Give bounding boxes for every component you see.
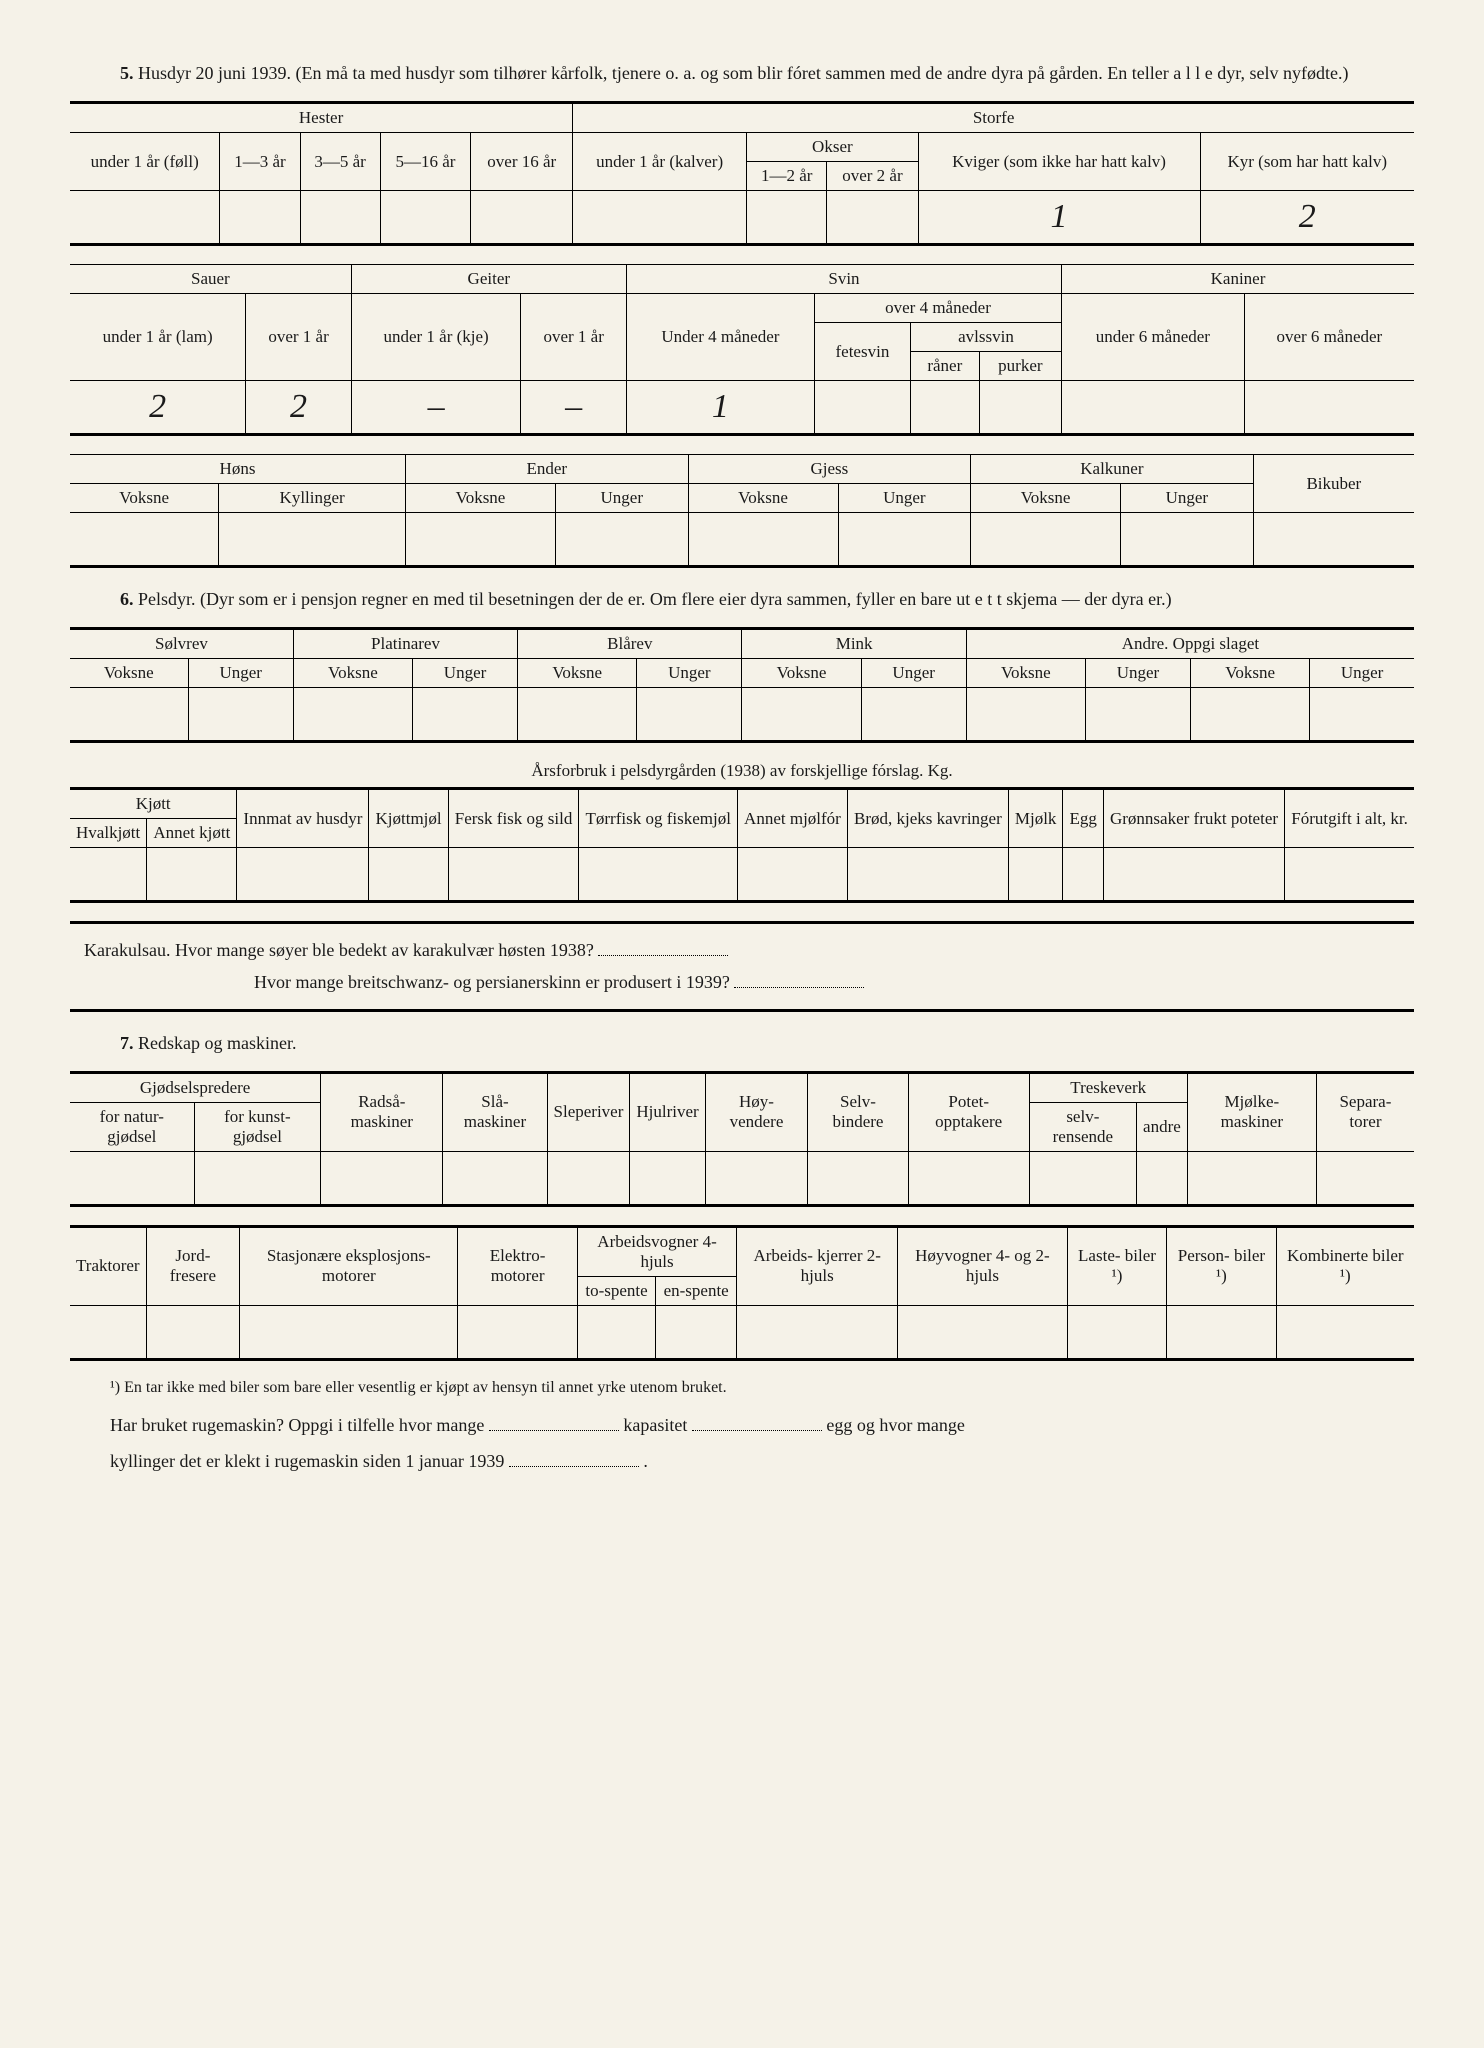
hdr-storfe: Storfe (573, 103, 1414, 133)
section-6-num: 6. (120, 589, 134, 609)
val-geit-over1: – (521, 381, 626, 435)
section-5-text: Husdyr 20 juni 1939. (En må ta med husdy… (138, 63, 1348, 83)
val-kviger: 1 (918, 191, 1200, 245)
karakul-block: Karakulsau. Hvor mange søyer ble bedekt … (70, 921, 1414, 1012)
section-5-num: 5. (120, 63, 134, 83)
section-7-text: Redskap og maskiner. (138, 1033, 296, 1053)
karakul-q1: Karakulsau. Hvor mange søyer ble bedekt … (84, 940, 594, 960)
val-lam: 2 (70, 381, 246, 435)
table-pelsdyr: Sølvrev Platinarev Blårev Mink Andre. Op… (70, 627, 1414, 743)
section-6-text: Pelsdyr. (Dyr som er i pensjon regner en… (138, 589, 1172, 609)
kapasitet-blank[interactable] (692, 1412, 822, 1431)
val-svin-u4: 1 (626, 381, 814, 435)
table-sauer-svin: Sauer Geiter Svin Kaniner under 1 år (la… (70, 264, 1414, 436)
karakul-q1-blank[interactable] (598, 937, 728, 956)
karakul-q2-blank[interactable] (734, 969, 864, 988)
section-6-heading: 6. Pelsdyr. (Dyr som er i pensjon regner… (120, 586, 1414, 613)
table-traktorer: Traktorer Jord- fresere Stasjonære ekspl… (70, 1225, 1414, 1361)
kyllinger-blank[interactable] (509, 1448, 639, 1467)
table-fjorfe: Høns Ender Gjess Kalkuner Bikuber Voksne… (70, 454, 1414, 568)
val-sau-over1: 2 (246, 381, 351, 435)
section-7-num: 7. (120, 1033, 134, 1053)
table-feed: Kjøtt Innmat av husdyr Kjøttmjøl Fersk f… (70, 787, 1414, 903)
val-kyr: 2 (1200, 191, 1414, 245)
val-kje: – (351, 381, 521, 435)
table-redskap: Gjødselspredere Radså- maskiner Slå- mas… (70, 1071, 1414, 1207)
rugemaskin-count-blank[interactable] (489, 1412, 619, 1431)
hdr-hester: Hester (70, 103, 573, 133)
karakul-q2: Hvor mange breitschwanz- og persianerski… (254, 972, 730, 992)
section-7-heading: 7. Redskap og maskiner. (120, 1030, 1414, 1057)
footnote: ¹) En tar ikke med biler som bare eller … (110, 1379, 1414, 1397)
section-5-heading: 5. Husdyr 20 juni 1939. (En må ta med hu… (120, 60, 1414, 87)
table-hester-storfe: Hester Storfe under 1 år (føll) 1—3 år 3… (70, 101, 1414, 246)
feed-caption: Årsforbruk i pelsdyrgården (1938) av for… (70, 761, 1414, 781)
final-question: Har bruket rugemaskin? Oppgi i tilfelle … (110, 1407, 1414, 1479)
